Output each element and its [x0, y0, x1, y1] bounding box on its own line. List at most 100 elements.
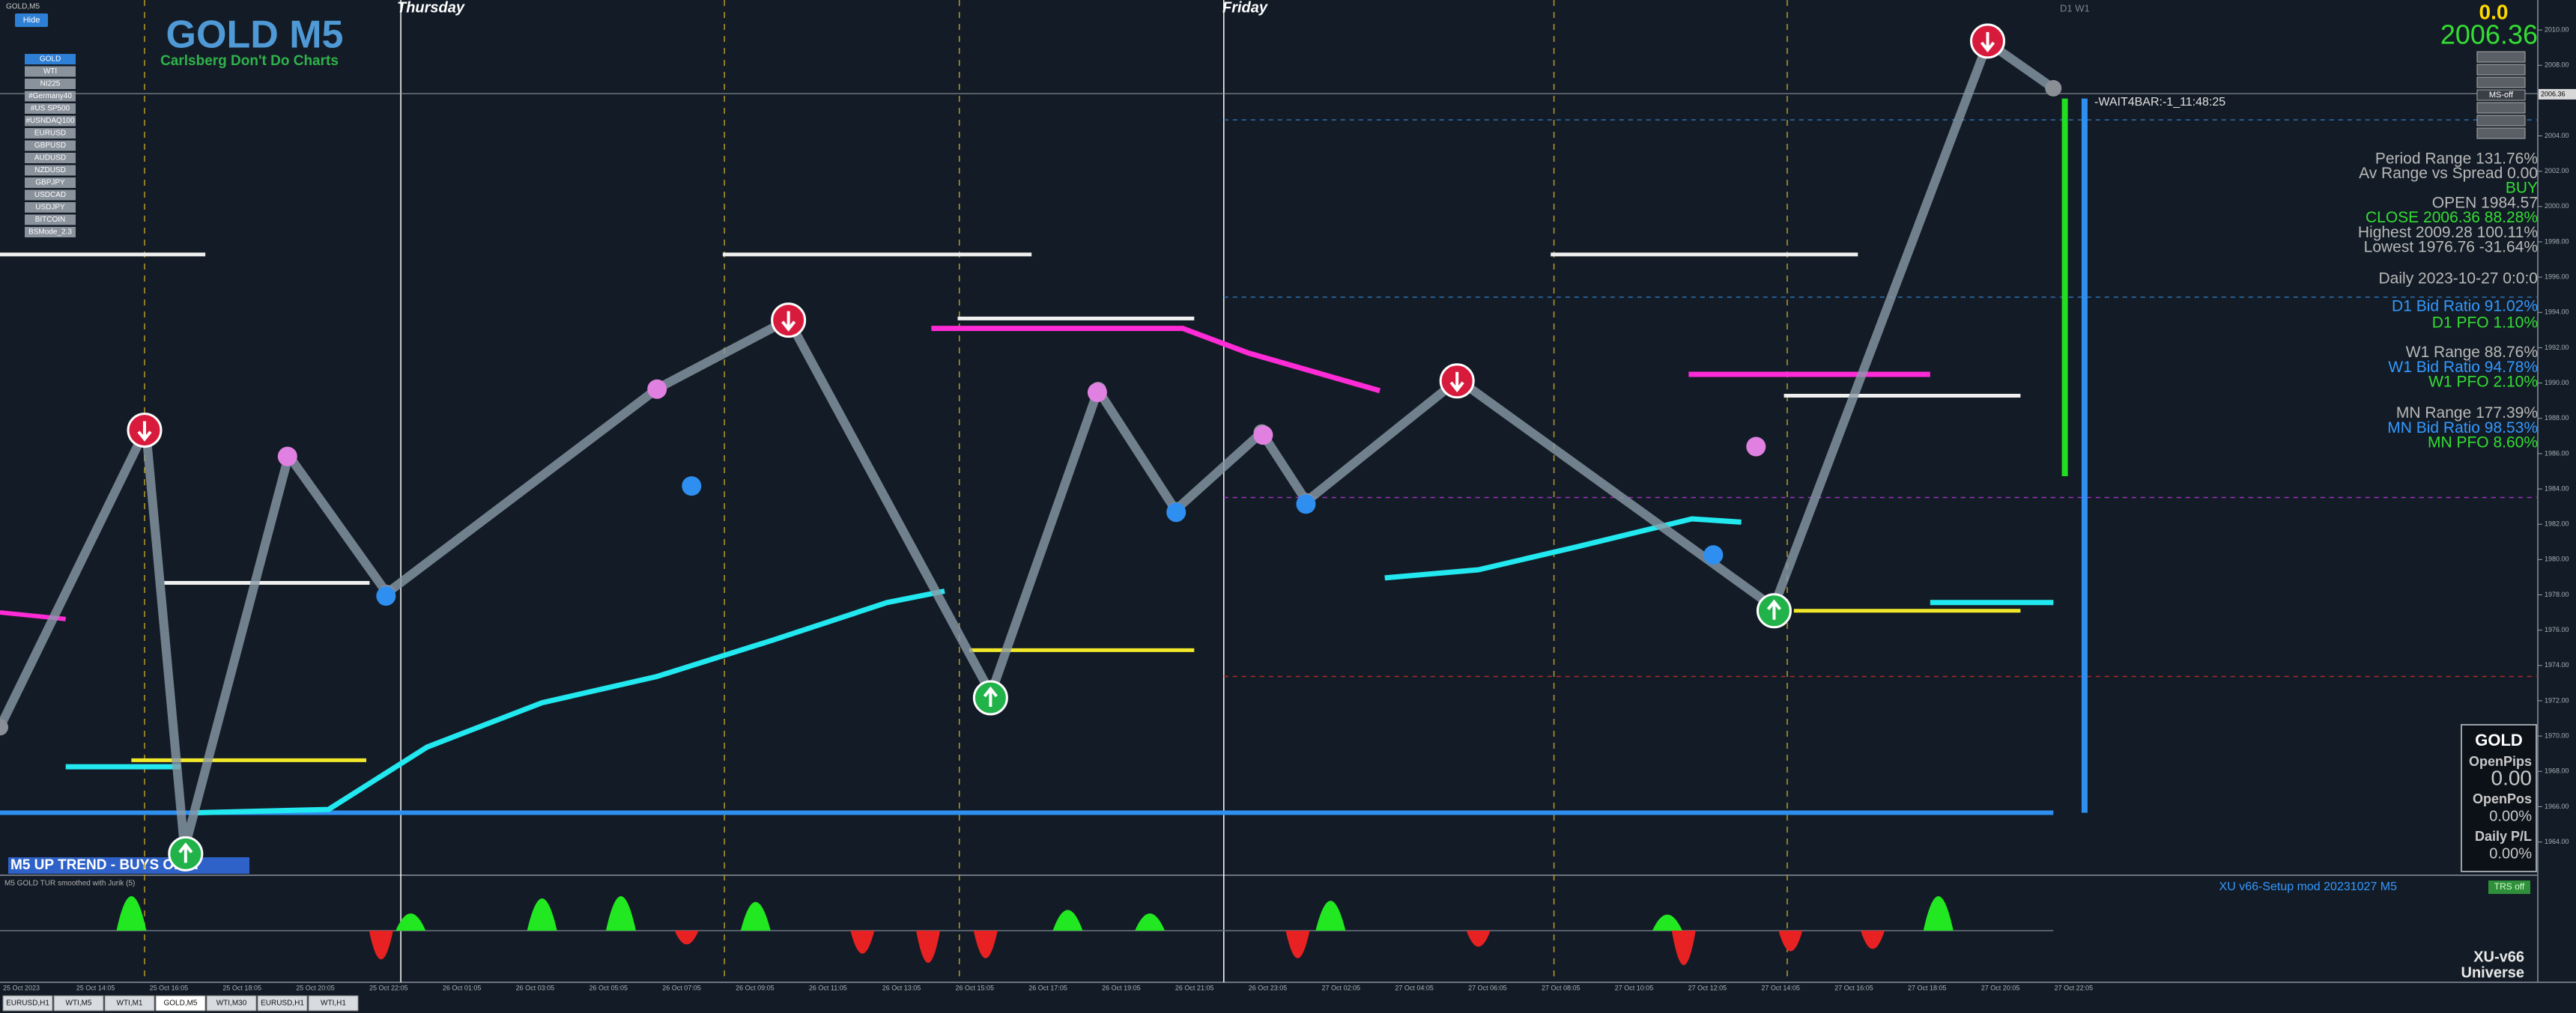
panel-button-label: MS-off: [2489, 91, 2514, 100]
tab[interactable]: [206, 995, 257, 1012]
symbol-button-label: #USNDAQ100: [25, 117, 74, 125]
symbol-button[interactable]: [25, 177, 76, 188]
pivot: [277, 446, 297, 466]
symbol-button-label: USDJPY: [35, 204, 65, 212]
y-tick-label: 1976.00: [2545, 626, 2569, 633]
stat-line: OPEN 1984.57: [2432, 194, 2538, 211]
panel-button[interactable]: [2476, 64, 2526, 76]
symbol-button[interactable]: [25, 91, 76, 102]
account-label: OpenPips: [2469, 754, 2532, 769]
sell-arrow: [781, 311, 796, 332]
pivot: [376, 586, 396, 606]
histogram-down: [1778, 931, 1803, 952]
tagline: Carlsberg Don't Do Charts: [160, 53, 339, 69]
symbol-button[interactable]: [25, 214, 76, 225]
histogram-up: [1652, 914, 1682, 931]
symbol-button-label: BITCOIN: [35, 216, 66, 224]
trend-text: M5 UP TREND - BUYS ONLY: [10, 857, 201, 873]
y-tick-label: 1964.00: [2545, 838, 2569, 845]
symbol-button[interactable]: [25, 165, 76, 176]
stat-line: Highest 2009.28 100.11%: [2358, 224, 2538, 241]
symbol-button[interactable]: [25, 66, 76, 77]
pivot: [1253, 425, 1273, 445]
symbol-button[interactable]: [25, 189, 76, 201]
symbol-button[interactable]: [25, 115, 76, 127]
account-box: [2461, 724, 2537, 872]
time-label: 26 Oct 09:05: [736, 984, 775, 991]
tab[interactable]: [2, 995, 53, 1012]
y-tick-label: 1980.00: [2545, 556, 2569, 563]
y-tick-label: 2010.00: [2545, 25, 2569, 33]
account-value: 0.00%: [2489, 845, 2532, 862]
time-label: 25 Oct 16:05: [150, 984, 189, 991]
symbol-button[interactable]: [25, 140, 76, 151]
symbol-button[interactable]: [25, 202, 76, 213]
panel-button[interactable]: [2476, 102, 2526, 114]
pivot: [647, 379, 667, 399]
histogram-up: [1135, 913, 1166, 931]
time-label: 27 Oct 16:05: [1834, 984, 1873, 991]
symbol-button[interactable]: [25, 153, 76, 163]
panel-button[interactable]: [2476, 76, 2526, 88]
tab[interactable]: [257, 995, 308, 1012]
day-label: Friday: [1222, 0, 1268, 16]
brand: XU-v66: [2473, 949, 2524, 965]
y-tick-label: 2000.00: [2545, 202, 2569, 210]
tab-label: EURUSD,H1: [261, 1000, 304, 1008]
symbol-button[interactable]: [25, 79, 76, 89]
symbol-button[interactable]: [25, 54, 76, 64]
tab[interactable]: [155, 995, 206, 1012]
panel-button[interactable]: [2476, 89, 2526, 101]
y-tick-label: 2002.00: [2545, 167, 2569, 174]
y-tick-label: 1988.00: [2545, 414, 2569, 422]
ma-line: [197, 588, 945, 815]
indicator-name: M5 GOLD TUR smoothed with Jurik (5): [4, 880, 135, 888]
symbol-button[interactable]: [25, 227, 76, 237]
tab[interactable]: [53, 995, 104, 1012]
window-title: GOLD,M5: [6, 3, 40, 11]
histogram-down: [369, 931, 393, 960]
brand: Universe: [2461, 964, 2525, 981]
ma-line: [931, 326, 1381, 394]
stat-line: D1 PFO 1.10%: [2432, 314, 2538, 332]
stat-line: Lowest 1976.76 -31.64%: [2364, 239, 2538, 256]
time-label: 25 Oct 20:05: [296, 984, 335, 991]
time-label: 26 Oct 17:05: [1028, 984, 1067, 991]
time-label: 26 Oct 19:05: [1102, 984, 1141, 991]
badge[interactable]: [2488, 880, 2530, 894]
tab-label: WTI,M5: [66, 1000, 92, 1008]
time-label: 27 Oct 14:05: [1761, 984, 1800, 991]
symbol-button[interactable]: [25, 103, 76, 114]
day-label: Thursday: [397, 0, 465, 16]
tab-label: WTI,M30: [216, 1000, 247, 1008]
stat-line: MN Bid Ratio 98.53%: [2387, 419, 2538, 436]
zigzag: [0, 37, 2056, 854]
time-label: 26 Oct 05:05: [589, 984, 628, 991]
account-value: 0.00: [2491, 766, 2533, 789]
symbol-button[interactable]: [25, 128, 76, 139]
symbol-button-label: BSMode_2.3: [28, 228, 72, 237]
tab[interactable]: [308, 995, 359, 1012]
histogram-down: [1285, 931, 1310, 958]
panel-button[interactable]: [2476, 115, 2526, 127]
symbol-button-label: EURUSD: [34, 130, 66, 138]
tab[interactable]: [104, 995, 155, 1012]
current-price-label: 2006.36: [2541, 90, 2566, 97]
panel-button[interactable]: [2476, 51, 2526, 63]
panel-button[interactable]: [2476, 127, 2526, 139]
ma-line: [1384, 516, 1742, 581]
buy-arrow: [178, 842, 193, 863]
hide-button[interactable]: [15, 13, 48, 27]
time-label: 27 Oct 12:05: [1688, 984, 1727, 991]
time-label: 26 Oct 15:05: [956, 984, 995, 991]
time-label: 27 Oct 10:05: [1615, 984, 1654, 991]
time-label: 25 Oct 18:05: [222, 984, 261, 991]
histogram-down: [1861, 931, 1885, 949]
symbol-button-label: GBPUSD: [34, 142, 66, 150]
wait-label: -WAIT4BAR:-1_11:48:25: [2094, 96, 2225, 109]
badge-label: TRS off: [2494, 881, 2525, 892]
time-label: 26 Oct 03:05: [516, 984, 555, 991]
histogram-up: [527, 898, 557, 931]
